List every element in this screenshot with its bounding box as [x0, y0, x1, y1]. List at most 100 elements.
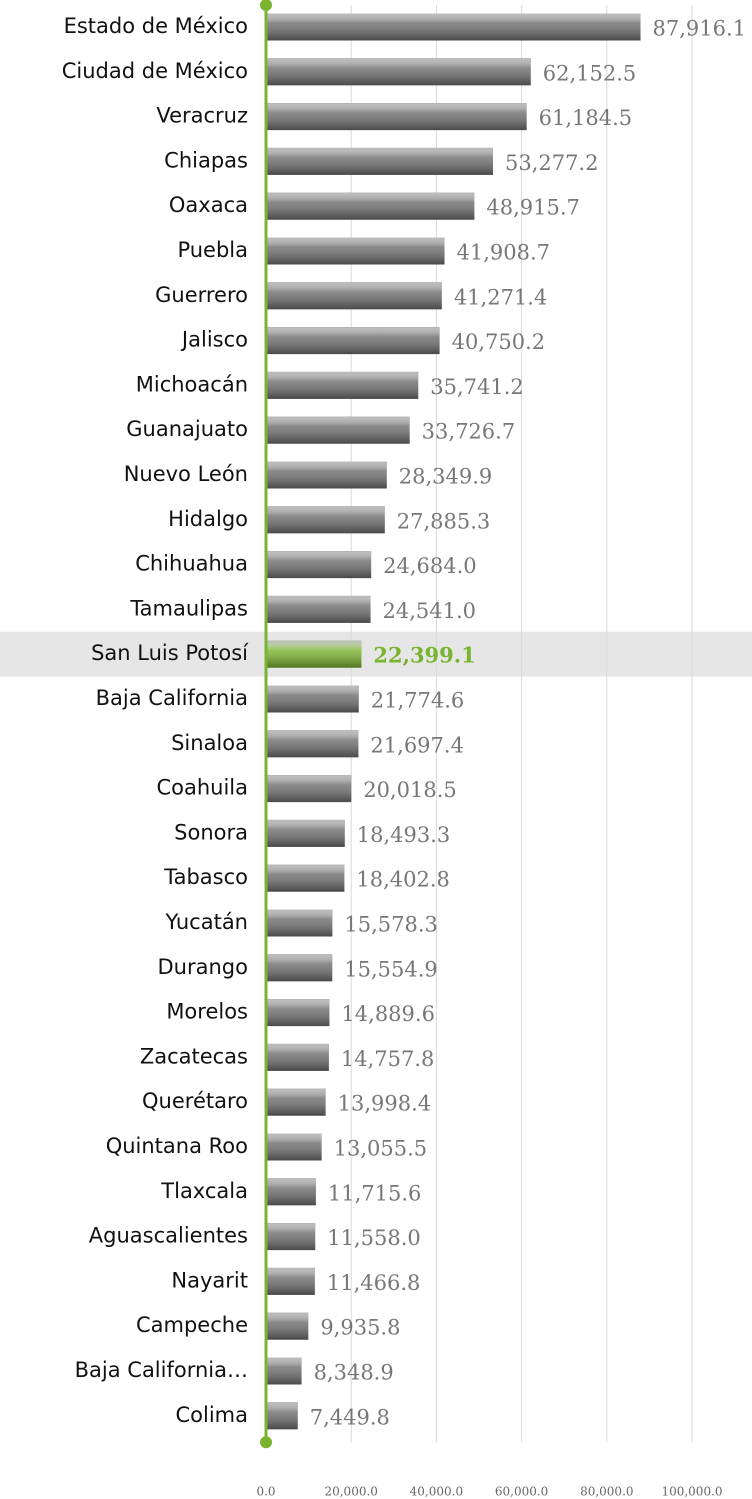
- bar-shade: [266, 1357, 302, 1385]
- category-label: Estado de México: [64, 14, 248, 38]
- category-label: Sonora: [174, 820, 248, 844]
- value-label: 62,152.5: [543, 61, 637, 85]
- x-tick-label: 80,000.0: [580, 1485, 633, 1499]
- bar-shade: [266, 416, 410, 444]
- value-label: 41,908.7: [457, 241, 551, 265]
- category-label: Tlaxcala: [160, 1179, 248, 1203]
- bar-shade: [266, 58, 531, 86]
- value-label: 11,466.8: [327, 1271, 421, 1295]
- category-label: Zacatecas: [140, 1044, 248, 1068]
- bar-shade: [266, 1402, 298, 1430]
- category-label: Oaxaca: [169, 193, 248, 217]
- category-label: Michoacán: [136, 372, 248, 396]
- category-label: Guerrero: [155, 283, 248, 307]
- bar-shade: [266, 1088, 326, 1116]
- category-label: Colima: [175, 1403, 248, 1427]
- bar-shade: [266, 327, 440, 355]
- category-label: Morelos: [166, 1000, 248, 1024]
- bar-shade: [266, 595, 371, 623]
- bar-shade: [266, 864, 345, 892]
- category-label: Guanajuato: [126, 417, 248, 441]
- bar-shade: [266, 103, 527, 131]
- bar-shade: [266, 1043, 329, 1071]
- category-label: Ciudad de México: [62, 59, 248, 83]
- bar-shade: [266, 685, 359, 713]
- category-label: Durango: [158, 955, 248, 979]
- category-label: Aguascalientes: [89, 1224, 248, 1248]
- value-label: 9,935.8: [320, 1316, 400, 1340]
- category-label: Baja California…: [75, 1358, 248, 1382]
- highlight-band: [0, 631, 752, 677]
- value-label: 14,757.8: [341, 1047, 435, 1071]
- x-tick-label: 100,000.0: [661, 1485, 722, 1499]
- value-label: 24,684.0: [383, 554, 477, 578]
- category-label: Veracruz: [156, 104, 248, 128]
- bar-shade: [266, 192, 475, 220]
- category-label: Yucatán: [164, 910, 248, 934]
- bar-shade: [266, 1267, 315, 1295]
- value-label: 28,349.9: [399, 465, 493, 489]
- category-label: Tabasco: [163, 865, 248, 889]
- value-label: 27,885.3: [397, 509, 491, 533]
- value-label: 61,184.5: [539, 106, 633, 130]
- bar-shade: [266, 282, 442, 310]
- value-label: 20,018.5: [363, 778, 457, 802]
- value-label: 87,916.1: [653, 17, 747, 41]
- category-label: San Luis Potosí: [91, 641, 249, 665]
- bar-shade: [266, 147, 493, 175]
- value-label: 18,402.8: [356, 868, 450, 892]
- x-tick-label: 40,000.0: [410, 1485, 463, 1499]
- category-label: Chihuahua: [135, 552, 248, 576]
- category-label: Coahuila: [156, 776, 248, 800]
- category-label: Chiapas: [164, 148, 248, 172]
- bar-shade: [266, 640, 362, 668]
- value-label: 24,541.0: [383, 599, 477, 623]
- value-label: 53,277.2: [505, 151, 599, 175]
- category-label: Jalisco: [180, 328, 248, 352]
- value-label: 33,726.7: [422, 420, 516, 444]
- bar-shade: [266, 1312, 309, 1340]
- value-label: 18,493.3: [357, 823, 451, 847]
- value-label: 22,399.1: [373, 643, 475, 668]
- bar-shade: [266, 1223, 316, 1251]
- bar-shade: [266, 775, 352, 803]
- bar-shade: [266, 954, 333, 982]
- category-label: Puebla: [177, 238, 248, 262]
- bar-shade: [266, 999, 330, 1027]
- bar-shade: [266, 1178, 316, 1206]
- x-tick-label: 0.0: [256, 1485, 275, 1499]
- value-label: 7,449.8: [310, 1405, 390, 1429]
- category-label: Baja California: [96, 686, 248, 710]
- category-label: Hidalgo: [168, 507, 248, 531]
- axis-dot: [260, 1436, 272, 1449]
- value-label: 14,889.6: [341, 1002, 435, 1026]
- category-label: Tamaulipas: [129, 596, 248, 620]
- bar-shade: [266, 909, 333, 937]
- bar-shade: [266, 461, 387, 489]
- category-label: Campeche: [136, 1313, 248, 1337]
- category-label: Nuevo León: [124, 462, 248, 486]
- value-label: 15,578.3: [344, 913, 438, 937]
- value-label: 15,554.9: [344, 957, 438, 981]
- bar-shade: [266, 13, 641, 41]
- value-label: 21,697.4: [370, 733, 464, 757]
- value-label: 21,774.6: [371, 689, 465, 713]
- category-label: Quintana Roo: [106, 1134, 248, 1158]
- category-label: Nayarit: [171, 1268, 248, 1292]
- value-label: 40,750.2: [452, 330, 546, 354]
- value-label: 48,915.7: [486, 196, 580, 220]
- category-label: Sinaloa: [171, 731, 248, 755]
- x-tick-label: 60,000.0: [495, 1485, 548, 1499]
- value-label: 11,715.6: [328, 1181, 422, 1205]
- value-label: 13,998.4: [338, 1092, 432, 1116]
- bar-shade: [266, 506, 385, 534]
- category-label: Querétaro: [142, 1089, 248, 1113]
- bar-shade: [266, 819, 345, 847]
- bar-shade: [266, 1133, 322, 1161]
- value-label: 41,271.4: [454, 285, 548, 309]
- bar-shade: [266, 371, 419, 399]
- bar-shade: [266, 237, 445, 265]
- axis-dot: [260, 0, 272, 11]
- x-tick-label: 20,000.0: [324, 1485, 377, 1499]
